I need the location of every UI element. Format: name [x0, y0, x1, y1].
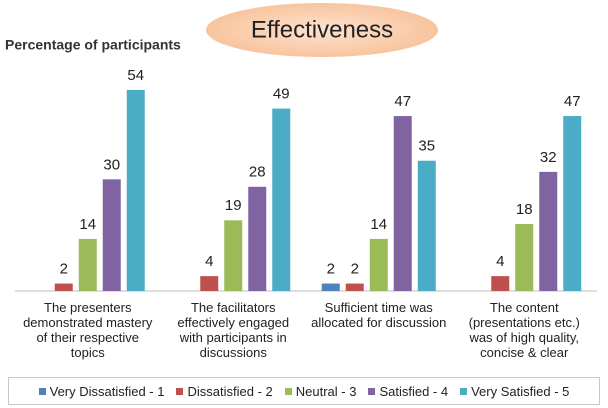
legend-swatch: [368, 387, 376, 395]
bar: [563, 116, 582, 291]
bar: [369, 238, 388, 291]
bar: [417, 160, 436, 291]
legend-label: Dissatisfied - 2: [187, 383, 273, 399]
data-label: 28: [249, 164, 266, 181]
bar: [321, 283, 340, 291]
legend: Very Dissatisfied - 1 Dissatisfied - 2 Neu…: [8, 377, 600, 405]
data-label: 47: [394, 93, 411, 110]
legend-label: Very Satisfied - 5: [471, 383, 570, 399]
data-label: 35: [418, 138, 435, 155]
data-label: 4: [205, 253, 213, 270]
data-label: 14: [370, 216, 387, 233]
legend-swatch: [176, 387, 184, 395]
data-label: 30: [103, 156, 120, 173]
legend-item: Very Satisfied - 5: [460, 384, 569, 399]
y-axis-label: Percentage of participants: [5, 37, 181, 53]
legend-item: Dissatisfied - 2: [176, 383, 273, 399]
data-label: 49: [273, 86, 290, 103]
chart-title: Effectiveness: [251, 16, 393, 43]
bar: [248, 186, 267, 291]
x-tick-label: Sufficient time was allocated for discus…: [311, 300, 447, 330]
legend-swatch: [38, 387, 46, 395]
legend-item: Very Dissatisfied - 1: [38, 383, 165, 399]
x-tick-label: The presenters demonstrated mastery of t…: [23, 300, 153, 360]
data-label: 2: [60, 261, 68, 278]
bar: [393, 116, 412, 291]
bar: [200, 276, 219, 291]
legend-swatch: [284, 387, 292, 395]
x-tick-label: The content (presentations etc.) was of …: [468, 300, 580, 360]
data-label: 19: [225, 197, 242, 214]
legend-item: Satisfied - 4: [368, 384, 448, 399]
bar: [78, 238, 97, 291]
data-label: 47: [564, 93, 581, 110]
bar: [272, 108, 291, 291]
bar: [54, 283, 73, 291]
legend-label: Very Dissatisfied - 1: [49, 383, 165, 399]
legend-label: Neutral - 3: [295, 383, 357, 399]
data-label: 32: [540, 149, 557, 166]
bar: [491, 276, 510, 291]
data-label: 2: [351, 261, 359, 278]
x-tick-label: The facilitators effectively engaged wit…: [177, 300, 290, 360]
bar: [515, 224, 534, 291]
data-label: 4: [496, 253, 504, 270]
bar: [539, 171, 558, 291]
data-label: 2: [327, 261, 335, 278]
legend-item: Neutral - 3: [284, 383, 357, 399]
data-label: 18: [516, 201, 533, 218]
bar: [224, 220, 243, 291]
data-label: 54: [127, 67, 144, 84]
data-label: 14: [79, 216, 96, 233]
bar: [345, 283, 364, 291]
bar: [102, 179, 121, 291]
bar: [126, 90, 145, 291]
legend-label: Satisfied - 4: [379, 383, 449, 399]
legend-swatch: [460, 387, 468, 395]
title-badge: [206, 3, 438, 57]
